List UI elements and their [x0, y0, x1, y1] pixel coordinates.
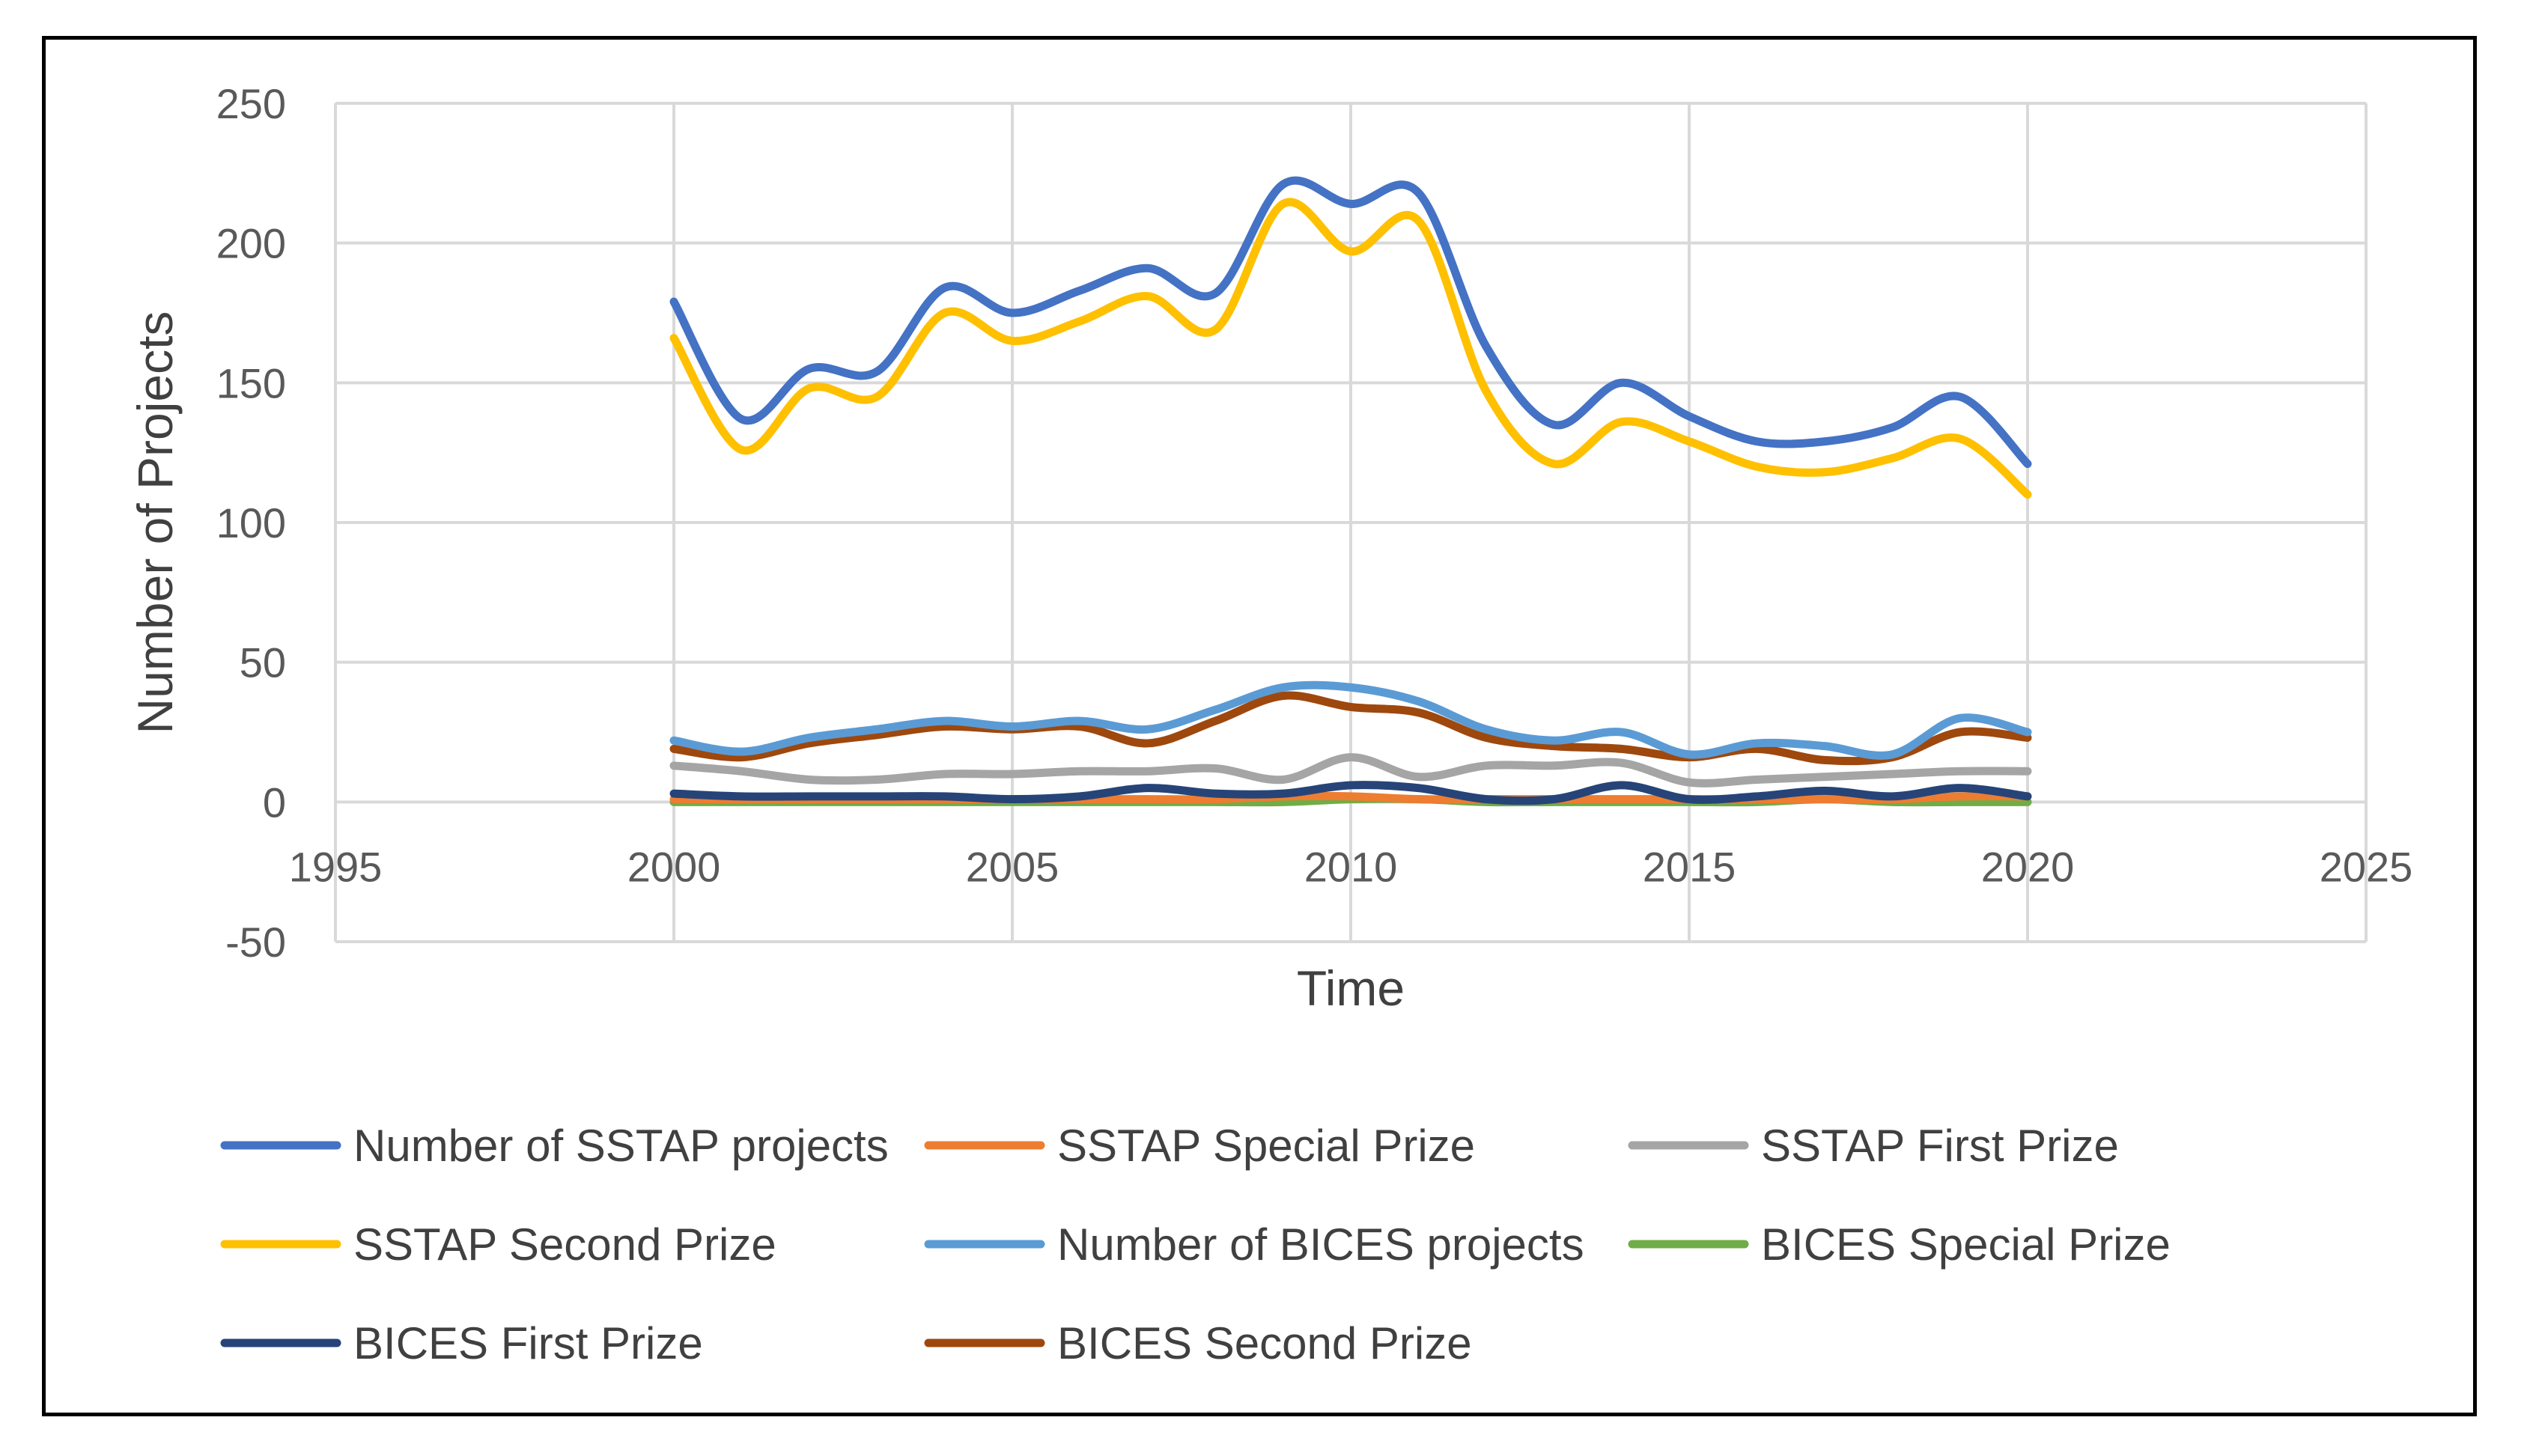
- legend-label: Number of BICES projects: [1057, 1219, 1584, 1270]
- y-tick-label: 150: [216, 359, 286, 406]
- legend-label: BICES First Prize: [353, 1318, 703, 1368]
- legend-label: SSTAP Second Prize: [353, 1219, 776, 1270]
- series-line-2: [669, 753, 2032, 788]
- chart-frame: [42, 36, 2477, 1416]
- legend-item: BICES Special Prize: [1628, 1219, 2171, 1270]
- y-tick-labels: -50 0 50 100 150 200 250: [216, 80, 286, 966]
- y-axis-title: Number of Projects: [127, 311, 183, 734]
- legend-item: SSTAP First Prize: [1628, 1121, 2119, 1171]
- x-tick-labels: 1995 2000 2005 2010 2015 2020 2025: [289, 843, 2413, 890]
- x-tick-label: 2015: [1643, 843, 1736, 890]
- series-line-4: [669, 680, 2032, 760]
- x-tick-label: 2025: [2320, 843, 2413, 890]
- series-lines: [669, 176, 2032, 807]
- grid-lines: [334, 102, 2368, 943]
- legend-label: BICES Second Prize: [1057, 1318, 1472, 1368]
- legend-label: Number of SSTAP projects: [353, 1121, 889, 1171]
- legend-item: SSTAP Second Prize: [220, 1219, 776, 1270]
- x-tick-label: 2020: [1981, 843, 2075, 890]
- y-tick-label: 0: [263, 779, 286, 826]
- series-line-3: [669, 198, 2032, 499]
- series-line-0: [669, 176, 2032, 469]
- legend: Number of SSTAP projects SSTAP Special Pr…: [220, 1121, 2171, 1368]
- legend-item: BICES Second Prize: [924, 1318, 1472, 1368]
- legend-item: Number of BICES projects: [924, 1219, 1584, 1270]
- x-tick-label: 2010: [1304, 843, 1398, 890]
- y-tick-label: 50: [240, 639, 286, 686]
- y-tick-label: 200: [216, 220, 286, 267]
- legend-label: SSTAP Special Prize: [1057, 1121, 1475, 1171]
- x-tick-label: 2000: [627, 843, 721, 890]
- x-tick-label: 1995: [289, 843, 383, 890]
- legend-item: BICES First Prize: [220, 1318, 703, 1368]
- y-tick-label: 250: [216, 80, 286, 127]
- y-tick-label: 100: [216, 499, 286, 546]
- legend-item: Number of SSTAP projects: [220, 1121, 889, 1171]
- x-axis-title: Time: [1297, 960, 1405, 1016]
- legend-label: BICES Special Prize: [1761, 1219, 2171, 1270]
- x-tick-label: 2005: [966, 843, 1059, 890]
- series-line-6: [669, 781, 2032, 805]
- series-line-7: [669, 691, 2032, 766]
- y-tick-label: -50: [225, 919, 286, 966]
- legend-label: SSTAP First Prize: [1761, 1121, 2119, 1171]
- legend-item: SSTAP Special Prize: [924, 1121, 1475, 1171]
